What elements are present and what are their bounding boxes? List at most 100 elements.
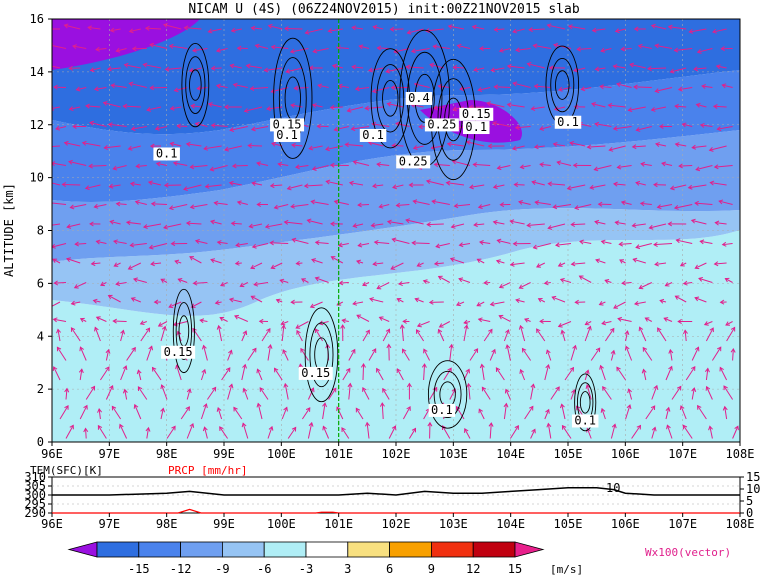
prcp-legend: PRCP [mm/hr] bbox=[168, 464, 247, 477]
main-panel: 0.150.10.10.10.40.250.150.10.250.10.150.… bbox=[2, 12, 754, 461]
y-tick-label: 2 bbox=[37, 382, 44, 396]
contour-label: 0.15 bbox=[301, 366, 330, 380]
surface-x-tick-label: 96E bbox=[41, 517, 63, 531]
wind-vector-head bbox=[48, 145, 52, 149]
x-tick-label: 104E bbox=[496, 447, 525, 461]
wind-vector bbox=[377, 48, 389, 49]
x-tick-label: 103E bbox=[439, 447, 468, 461]
wind-vector bbox=[54, 283, 66, 284]
wind-vector bbox=[634, 87, 652, 88]
contour-label: 0.15 bbox=[164, 345, 193, 359]
colorbar-high-arrow bbox=[515, 542, 543, 557]
x-tick-label: 102E bbox=[382, 447, 411, 461]
colorbar-box bbox=[139, 542, 181, 557]
contour-label: 0.1 bbox=[362, 128, 384, 142]
surface-x-tick-label: 100E bbox=[267, 517, 296, 531]
colorbar-box bbox=[306, 542, 348, 557]
colorbar-tick-label: 6 bbox=[386, 562, 393, 575]
surface-right-tick-label: 10 bbox=[746, 482, 760, 496]
colorbar-low-arrow bbox=[69, 542, 97, 557]
colorbar-box bbox=[264, 542, 306, 557]
x-tick-label: 108E bbox=[726, 447, 755, 461]
colorbar-box bbox=[431, 542, 473, 557]
contour-label: 0.15 bbox=[462, 107, 491, 121]
colorbar-unit: [m/s] bbox=[550, 563, 583, 575]
colorbar-box bbox=[390, 542, 432, 557]
wind-vector bbox=[714, 106, 727, 107]
wind-vector bbox=[331, 107, 343, 108]
contour-label: 0.1 bbox=[465, 120, 487, 134]
wind-vector bbox=[571, 224, 585, 225]
surface-annotation: 10 bbox=[606, 481, 620, 495]
y-tick-label: 4 bbox=[37, 329, 44, 343]
surface-panel: TEM(SFC)[K] PRCP [mm/hr] 290295300305310… bbox=[24, 464, 760, 531]
contour-label: 0.1 bbox=[276, 128, 298, 142]
surface-x-ticks: 96E 97E 98E 99E 100E 101E 102E 103E 104E 105E 106E… bbox=[41, 513, 754, 531]
colorbar-box bbox=[181, 542, 223, 557]
wind-vector-head bbox=[48, 305, 52, 309]
y-tick-label: 16 bbox=[30, 12, 44, 26]
surface-x-tick-label: 102E bbox=[382, 517, 411, 531]
surface-left-tick-label: 310 bbox=[24, 470, 46, 484]
contour-label: 0.1 bbox=[431, 403, 453, 417]
chart-title: NICAM U (4S) (06Z24NOV2015) init:00Z21NO… bbox=[188, 2, 580, 17]
y-tick-label: 12 bbox=[30, 118, 44, 132]
wind-vector-head bbox=[42, 27, 45, 31]
x-tick-label: 96E bbox=[41, 447, 63, 461]
surface-x-tick-label: 107E bbox=[668, 517, 697, 531]
vector-label: Wx100(vector) bbox=[645, 546, 731, 559]
colorbar-tick-label: 12 bbox=[466, 562, 480, 575]
x-tick-label: 106E bbox=[611, 447, 640, 461]
colorbar-boxes bbox=[69, 542, 543, 557]
surface-x-tick-label: 106E bbox=[611, 517, 640, 531]
x-tick-label: 101E bbox=[324, 447, 353, 461]
surface-x-tick-label: 97E bbox=[98, 517, 120, 531]
x-tick-label: 100E bbox=[267, 447, 296, 461]
colorbar-tick-label: -9 bbox=[215, 562, 229, 575]
colorbar-box bbox=[348, 542, 390, 557]
wind-vector bbox=[648, 68, 666, 69]
surface-x-tick-label: 98E bbox=[156, 517, 178, 531]
colorbar-tick-label: 9 bbox=[428, 562, 435, 575]
contour-label: 0.25 bbox=[399, 154, 428, 168]
colorbar-tick-label: 15 bbox=[508, 562, 522, 575]
wind-vector bbox=[248, 145, 262, 146]
surface-right-tick-label: 5 bbox=[746, 494, 753, 508]
main-y-ticks: 0 2 4 6 8 10 12 14 16 bbox=[30, 12, 52, 449]
x-tick-label: 99E bbox=[213, 447, 235, 461]
surface-x-tick-label: 104E bbox=[496, 517, 525, 531]
colorbar-box bbox=[222, 542, 264, 557]
colorbar-box bbox=[97, 542, 139, 557]
wind-vector bbox=[233, 166, 248, 167]
wind-vector bbox=[62, 184, 80, 185]
wind-vector bbox=[427, 224, 444, 225]
y-tick-label: 6 bbox=[37, 276, 44, 290]
x-tick-label: 105E bbox=[554, 447, 583, 461]
x-tick-label: 107E bbox=[668, 447, 697, 461]
surface-x-tick-label: 108E bbox=[726, 517, 755, 531]
contour-label: 0.1 bbox=[156, 146, 178, 160]
surface-x-tick-label: 101E bbox=[324, 517, 353, 531]
surface-x-tick-label: 99E bbox=[213, 517, 235, 531]
x-tick-label: 97E bbox=[98, 447, 120, 461]
surface-right-tick-label: 15 bbox=[746, 470, 760, 484]
wind-vector bbox=[412, 243, 429, 244]
y-tick-label: 10 bbox=[30, 171, 44, 185]
colorbar-tick-label: 3 bbox=[344, 562, 351, 575]
y-tick-label: 14 bbox=[30, 65, 44, 79]
contour-label: 0.1 bbox=[557, 115, 579, 129]
surface-x-tick-label: 105E bbox=[554, 517, 583, 531]
contour-label: 0.25 bbox=[427, 117, 456, 131]
surface-x-tick-label: 103E bbox=[439, 517, 468, 531]
wind-field bbox=[42, 19, 740, 442]
colorbar-tick-label: -12 bbox=[170, 562, 192, 575]
contour-label: 0.1 bbox=[574, 413, 596, 427]
y-tick-label: 8 bbox=[37, 224, 44, 238]
colorbar-tick-label: -15 bbox=[128, 562, 150, 575]
y-tick-label: 0 bbox=[37, 435, 44, 449]
